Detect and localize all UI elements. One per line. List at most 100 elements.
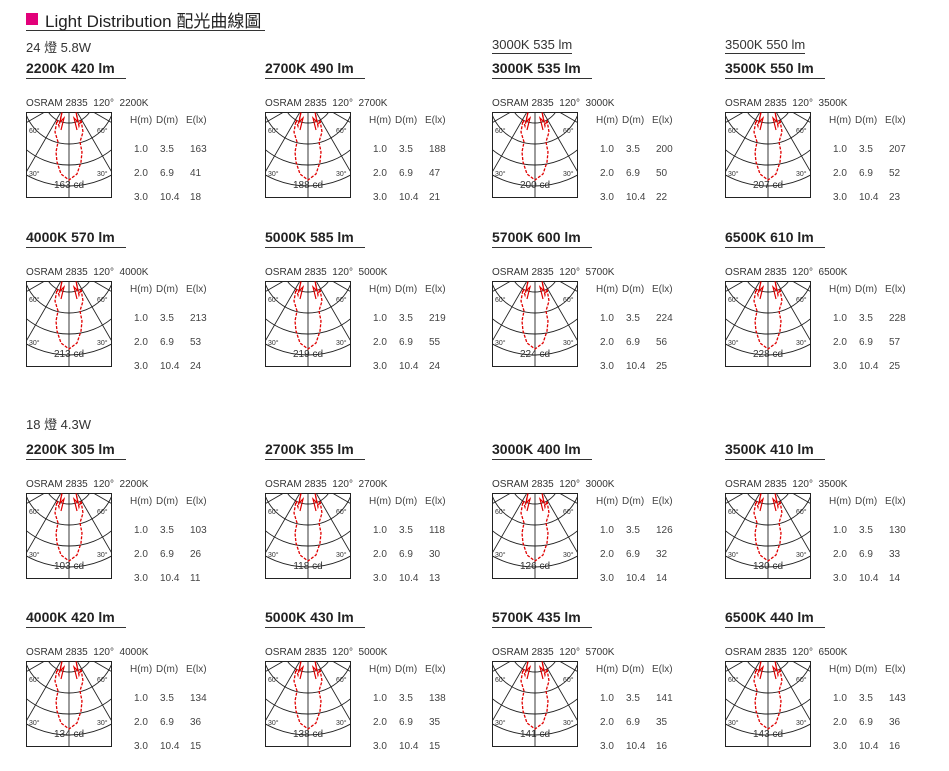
cell-title: 3000K 400 lm <box>492 441 592 460</box>
candela-label: 188 cd <box>293 180 323 191</box>
candela-label: 126 cd <box>520 561 550 572</box>
table-row: 1.0 3.5 224 <box>600 313 686 324</box>
angle-label-right-30: 30° <box>796 339 807 347</box>
angle-label-right-60: 60° <box>97 296 108 304</box>
diameter-value: 10.4 <box>160 573 180 584</box>
table-row: 1.0 3.5 141 <box>600 693 686 704</box>
diameter-value: 10.4 <box>160 361 180 372</box>
header-e: E(lx) <box>885 115 906 126</box>
angle-label-left-60: 60° <box>29 296 40 304</box>
height-value: 3.0 <box>600 573 614 584</box>
header-e: E(lx) <box>885 664 906 675</box>
candela-label: 163 cd <box>54 180 84 191</box>
table-row: 1.0 3.5 188 <box>373 144 459 155</box>
angle-label-right-30: 30° <box>336 170 347 178</box>
angle-label-right-60: 60° <box>563 676 574 684</box>
table-row: 2.0 6.9 55 <box>373 337 459 348</box>
lux-value: 21 <box>429 192 441 203</box>
table-row: 1.0 3.5 213 <box>134 313 220 324</box>
height-value: 2.0 <box>833 337 847 348</box>
height-value: 1.0 <box>833 693 847 704</box>
cct-label: 4000K <box>119 647 149 658</box>
polar-diagram: 60° 60° 30° 30° 219 cd <box>265 281 351 367</box>
height-value: 1.0 <box>833 144 847 155</box>
diameter-value: 3.5 <box>626 313 640 324</box>
diameter-value: 10.4 <box>859 573 879 584</box>
height-value: 3.0 <box>134 192 148 203</box>
header-e: E(lx) <box>186 115 207 126</box>
cell-title: 2200K 305 lm <box>26 441 126 460</box>
header-e: E(lx) <box>425 496 446 507</box>
header-e: E(lx) <box>652 664 673 675</box>
candela-label: 143 cd <box>753 729 783 740</box>
beam-angle: 120° <box>93 267 114 278</box>
header-e: E(lx) <box>885 496 906 507</box>
chip-label: OSRAM 2835 <box>492 647 554 658</box>
table-row: 3.0 10.4 21 <box>373 192 459 203</box>
diameter-value: 10.4 <box>626 361 646 372</box>
height-value: 2.0 <box>600 337 614 348</box>
group-label-18: 18 燈 4.3W <box>26 417 92 432</box>
table-header: H(m) D(m) E(lx) <box>369 664 455 675</box>
angle-label-right-30: 30° <box>336 719 347 727</box>
diameter-value: 6.9 <box>160 717 174 728</box>
table-row: 2.0 6.9 26 <box>134 549 220 560</box>
lux-value: 33 <box>889 549 901 560</box>
lux-value: 41 <box>190 168 202 179</box>
height-value: 3.0 <box>134 741 148 752</box>
candela-label: 138 cd <box>293 729 323 740</box>
angle-label-left-60: 60° <box>29 676 40 684</box>
cell-title: 5700K 600 lm <box>492 229 592 248</box>
angle-label-right-60: 60° <box>97 508 108 516</box>
chip-label: OSRAM 2835 <box>492 98 554 109</box>
distribution-cell: 2700K 355 lm OSRAM 2835 120° 2700K H(m) D(m… <box>265 441 465 591</box>
header-d: D(m) <box>395 496 418 507</box>
table-row: 3.0 10.4 23 <box>833 192 919 203</box>
lux-value: 138 <box>429 693 446 704</box>
angle-label-right-30: 30° <box>97 339 108 347</box>
angle-label-left-30: 30° <box>728 551 739 559</box>
lux-value: 163 <box>190 144 207 155</box>
height-value: 2.0 <box>134 168 148 179</box>
polar-diagram: 60° 60° 30° 30° 228 cd <box>725 281 811 367</box>
table-row: 2.0 6.9 41 <box>134 168 220 179</box>
diameter-value: 3.5 <box>399 693 413 704</box>
table-header: H(m) D(m) E(lx) <box>596 496 682 507</box>
candela-label: 219 cd <box>293 349 323 360</box>
section-title: Light Distribution 配光曲線圖 <box>26 8 266 31</box>
angle-label-left-60: 60° <box>495 127 506 135</box>
diameter-value: 6.9 <box>859 337 873 348</box>
chip-label: OSRAM 2835 <box>265 479 327 490</box>
header-h: H(m) <box>369 664 392 675</box>
table-row: 3.0 10.4 13 <box>373 573 459 584</box>
angle-label-right-60: 60° <box>336 127 347 135</box>
header-d: D(m) <box>395 284 418 295</box>
angle-label-left-60: 60° <box>268 127 279 135</box>
cct-label: 3500K <box>818 479 848 490</box>
header-h: H(m) <box>596 115 619 126</box>
lux-value: 25 <box>656 361 668 372</box>
height-value: 2.0 <box>833 168 847 179</box>
table-header: H(m) D(m) E(lx) <box>130 115 216 126</box>
angle-label-right-30: 30° <box>796 551 807 559</box>
polar-diagram: 60° 60° 30° 30° 126 cd <box>492 493 578 579</box>
diameter-value: 3.5 <box>399 313 413 324</box>
table-row: 1.0 3.5 126 <box>600 525 686 536</box>
polar-diagram: 60° 60° 30° 30° 188 cd <box>265 112 351 198</box>
header-d: D(m) <box>855 115 878 126</box>
polar-diagram: 60° 60° 30° 30° 200 cd <box>492 112 578 198</box>
header-h: H(m) <box>130 284 153 295</box>
table-header: H(m) D(m) E(lx) <box>369 496 455 507</box>
angle-label-right-30: 30° <box>336 551 347 559</box>
diameter-value: 6.9 <box>399 337 413 348</box>
group-label-24: 24 燈 5.8W <box>26 40 92 55</box>
angle-label-left-60: 60° <box>495 296 506 304</box>
cell-title: 5000K 585 lm <box>265 229 365 248</box>
lux-value: 134 <box>190 693 207 704</box>
polar-diagram: 60° 60° 30° 30° 103 cd <box>26 493 112 579</box>
angle-label-left-30: 30° <box>728 170 739 178</box>
lux-value: 26 <box>190 549 202 560</box>
angle-label-left-30: 30° <box>29 339 40 347</box>
diameter-value: 6.9 <box>160 337 174 348</box>
cct-label: 4000K <box>119 267 149 278</box>
